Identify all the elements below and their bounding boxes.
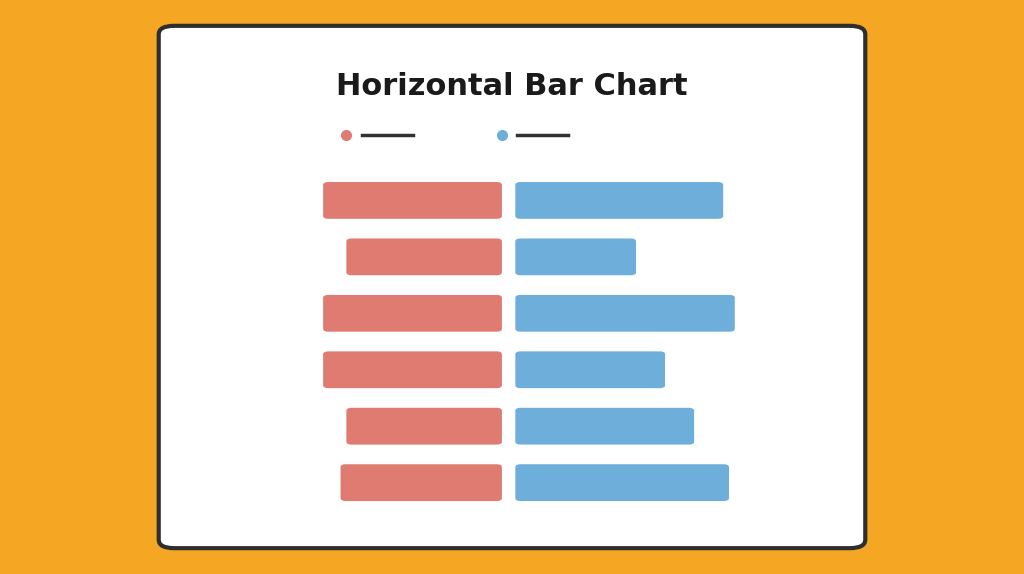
FancyBboxPatch shape [324,182,502,219]
Text: Horizontal Bar Chart: Horizontal Bar Chart [336,72,688,100]
FancyBboxPatch shape [515,351,665,388]
FancyBboxPatch shape [515,182,723,219]
FancyBboxPatch shape [346,408,502,445]
FancyBboxPatch shape [515,464,729,501]
FancyBboxPatch shape [346,238,502,276]
FancyBboxPatch shape [324,295,502,332]
FancyBboxPatch shape [515,238,636,276]
FancyBboxPatch shape [341,464,502,501]
FancyBboxPatch shape [159,26,865,548]
FancyBboxPatch shape [515,408,694,445]
FancyBboxPatch shape [324,351,502,388]
FancyBboxPatch shape [515,295,735,332]
